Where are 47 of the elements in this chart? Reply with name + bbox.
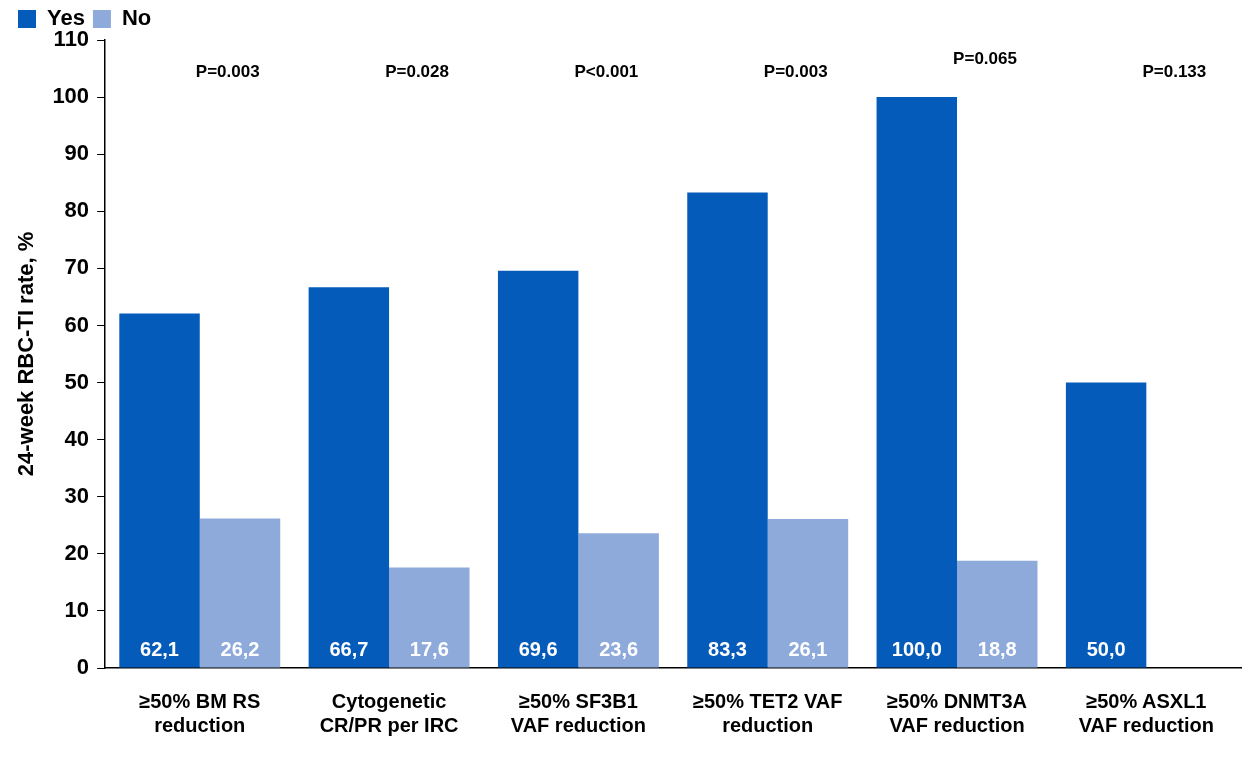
x-tick-label: ≥50% ASXL1 VAF reduction <box>1078 689 1214 736</box>
data-label: 62,1 <box>140 637 179 660</box>
data-label: 83,3 <box>708 637 747 660</box>
y-tick-label: 60 <box>64 311 90 337</box>
x-tick-label: ≥50% BM RS reduction <box>139 689 261 736</box>
y-tick-label: 20 <box>64 539 90 565</box>
x-tick-label: ≥50% SF3B1 VAF reduction <box>510 689 646 736</box>
data-label: 26,1 <box>788 637 828 660</box>
bar <box>876 97 958 668</box>
data-label: 100,0 <box>891 637 942 660</box>
x-tick-label: Cytogenetic CR/PR per IRC <box>319 689 459 736</box>
bar <box>578 533 659 668</box>
bar <box>1065 382 1147 668</box>
data-label: 18,8 <box>977 637 1017 660</box>
y-axis-title: 24-week RBC-TI rate, % <box>13 231 39 477</box>
y-tick-label: 80 <box>64 197 90 223</box>
bar <box>119 313 200 668</box>
bar <box>957 560 1038 668</box>
annotation: P=0.065 <box>953 48 1017 68</box>
bar <box>389 567 470 668</box>
annotation: P=0.003 <box>195 61 260 81</box>
bar <box>687 192 768 668</box>
data-label: 23,6 <box>599 637 639 660</box>
x-tick-label: ≥50% DNMT3A VAF reduction <box>887 689 1027 736</box>
bar <box>199 518 281 668</box>
annotation: P=0.003 <box>763 61 828 81</box>
bar <box>308 287 390 668</box>
y-tick-label: 100 <box>52 83 90 109</box>
y-tick-label: 50 <box>64 368 90 394</box>
y-tick-label: 90 <box>64 140 90 166</box>
data-label: 50,0 <box>1086 637 1126 660</box>
data-label: 66,7 <box>329 637 369 660</box>
data-label: 69,6 <box>518 637 558 660</box>
annotation: P=0.133 <box>1142 61 1207 81</box>
y-tick-label: 40 <box>64 425 90 451</box>
y-tick-label: 0 <box>76 654 90 680</box>
data-label: 17,6 <box>409 637 449 660</box>
data-label: 26,2 <box>220 637 260 660</box>
y-tick-label: 30 <box>64 482 90 508</box>
annotation: P=0.028 <box>385 61 449 81</box>
bar <box>767 518 849 668</box>
annotation: P<0.001 <box>574 61 639 81</box>
y-tick-label: 10 <box>64 596 90 622</box>
bar <box>497 270 579 668</box>
legend-label: No <box>121 5 152 31</box>
x-tick-label: ≥50% TET2 VAF reduction <box>692 689 843 736</box>
y-tick-label: 70 <box>64 254 90 280</box>
